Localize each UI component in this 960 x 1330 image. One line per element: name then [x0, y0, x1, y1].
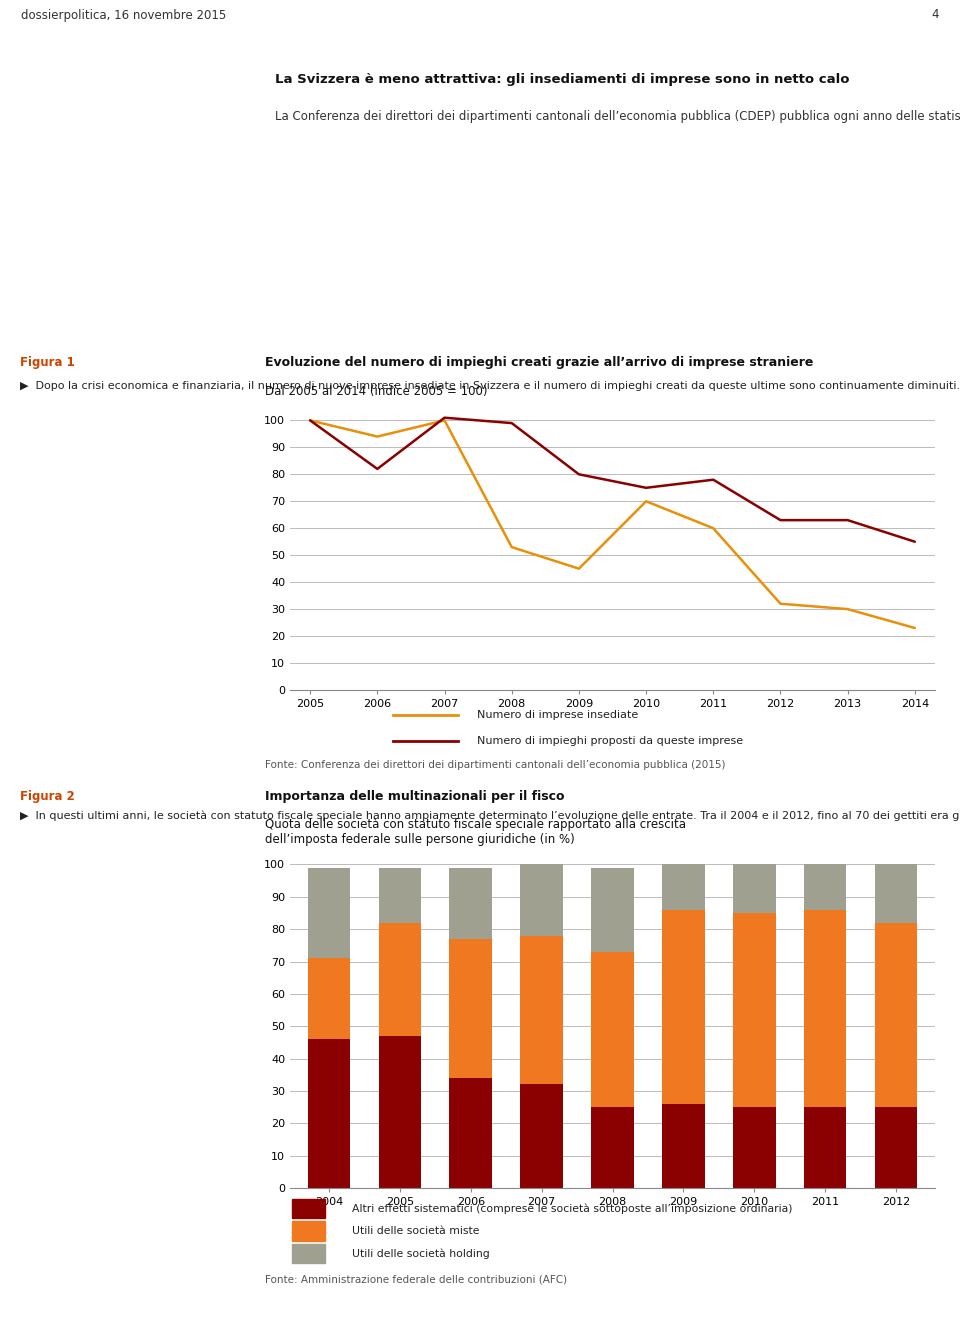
Bar: [308, 1039, 350, 1188]
Bar: [591, 867, 634, 952]
Text: Fonte: Amministrazione federale delle contribuzioni (AFC): Fonte: Amministrazione federale delle co…: [265, 1274, 567, 1283]
Bar: [520, 935, 563, 1084]
Bar: [875, 923, 918, 1107]
Text: Evoluzione del numero di impieghi creati grazie all’arrivo di imprese straniere: Evoluzione del numero di impieghi creati…: [265, 356, 813, 368]
Text: La Svizzera è meno attrattiva: gli insediamenti di imprese sono in netto calo: La Svizzera è meno attrattiva: gli insed…: [275, 73, 850, 85]
Text: Figura 2: Figura 2: [20, 790, 75, 803]
Bar: [804, 910, 847, 1107]
Bar: [662, 1104, 705, 1188]
Bar: [875, 864, 918, 923]
Bar: [308, 867, 350, 959]
Bar: [378, 923, 421, 1036]
Bar: [591, 1107, 634, 1188]
Bar: [804, 1107, 847, 1188]
Bar: [804, 864, 847, 910]
Text: dossierpolitica, 16 novembre 2015: dossierpolitica, 16 novembre 2015: [21, 8, 227, 21]
Bar: [378, 1036, 421, 1188]
Bar: [308, 959, 350, 1039]
Bar: [520, 864, 563, 935]
Text: Figura 1: Figura 1: [20, 356, 75, 368]
Text: ▶  Dopo la crisi economica e finanziaria, il numero di nuove imprese insediate i: ▶ Dopo la crisi economica e finanziaria,…: [20, 380, 960, 391]
Text: Importanza delle multinazionali per il fisco: Importanza delle multinazionali per il f…: [265, 790, 564, 803]
Bar: [733, 912, 776, 1107]
Bar: [292, 1198, 325, 1218]
Bar: [378, 867, 421, 923]
Text: ▶  In questi ultimi anni, le società con statuto fiscale speciale hanno ampiamen: ▶ In questi ultimi anni, le società con …: [20, 810, 960, 821]
Text: Numero di imprese insediate: Numero di imprese insediate: [477, 710, 638, 721]
Text: Utili delle società miste: Utili delle società miste: [352, 1226, 480, 1236]
Text: Numero di impieghi proposti da queste imprese: Numero di impieghi proposti da queste im…: [477, 737, 743, 746]
Bar: [292, 1221, 325, 1241]
Bar: [591, 952, 634, 1107]
Bar: [449, 1079, 492, 1188]
Text: La Conferenza dei direttori dei dipartimenti cantonali dell’economia pubblica (C: La Conferenza dei direttori dei dipartim…: [275, 110, 960, 122]
Bar: [449, 939, 492, 1079]
Text: Quota delle società con statuto fiscale speciale rapportato alla crescita
dell’i: Quota delle società con statuto fiscale …: [265, 818, 686, 846]
Bar: [875, 1107, 918, 1188]
Text: Dal 2005 al 2014 (indice 2005 = 100): Dal 2005 al 2014 (indice 2005 = 100): [265, 384, 488, 398]
Bar: [662, 910, 705, 1104]
Text: Fonte: Conferenza dei direttori dei dipartimenti cantonali dell’economia pubblic: Fonte: Conferenza dei direttori dei dipa…: [265, 759, 726, 770]
Bar: [520, 1084, 563, 1188]
Bar: [662, 864, 705, 910]
Bar: [292, 1244, 325, 1264]
Bar: [449, 867, 492, 939]
Text: Utili delle società holding: Utili delle società holding: [352, 1248, 490, 1258]
Text: 4: 4: [931, 8, 939, 21]
Text: Altri effetti sistematici (comprese le società sottoposte all’imposizione ordina: Altri effetti sistematici (comprese le s…: [352, 1204, 793, 1214]
Bar: [733, 1107, 776, 1188]
Bar: [733, 864, 776, 912]
